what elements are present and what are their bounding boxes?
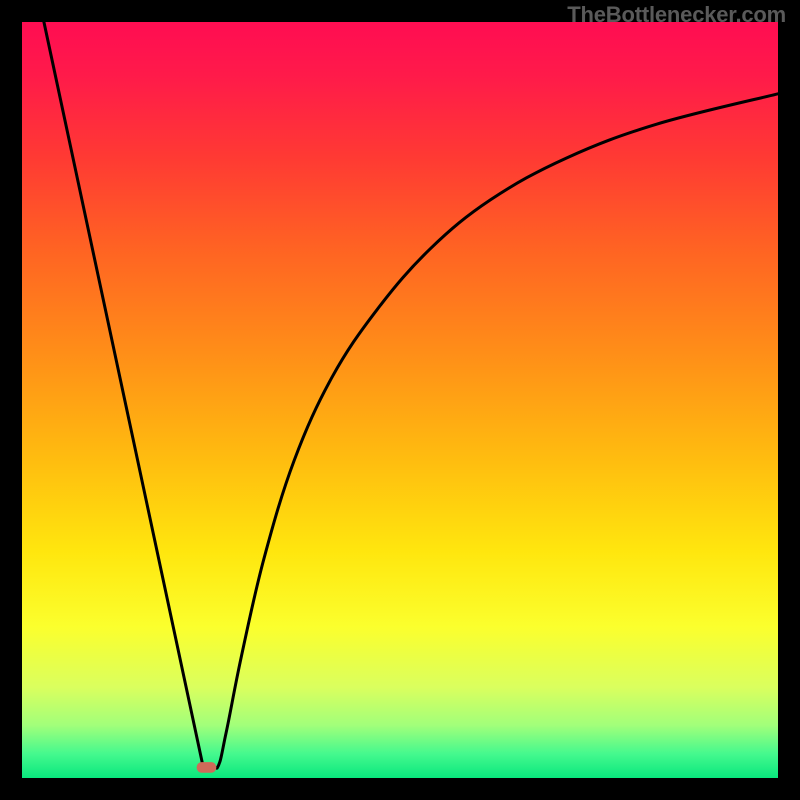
bottleneck-chart xyxy=(0,0,800,800)
minimum-marker xyxy=(197,762,217,773)
chart-frame: TheBottlenecker.com xyxy=(0,0,800,800)
watermark-text: TheBottlenecker.com xyxy=(567,2,786,28)
plot-background xyxy=(22,22,778,778)
